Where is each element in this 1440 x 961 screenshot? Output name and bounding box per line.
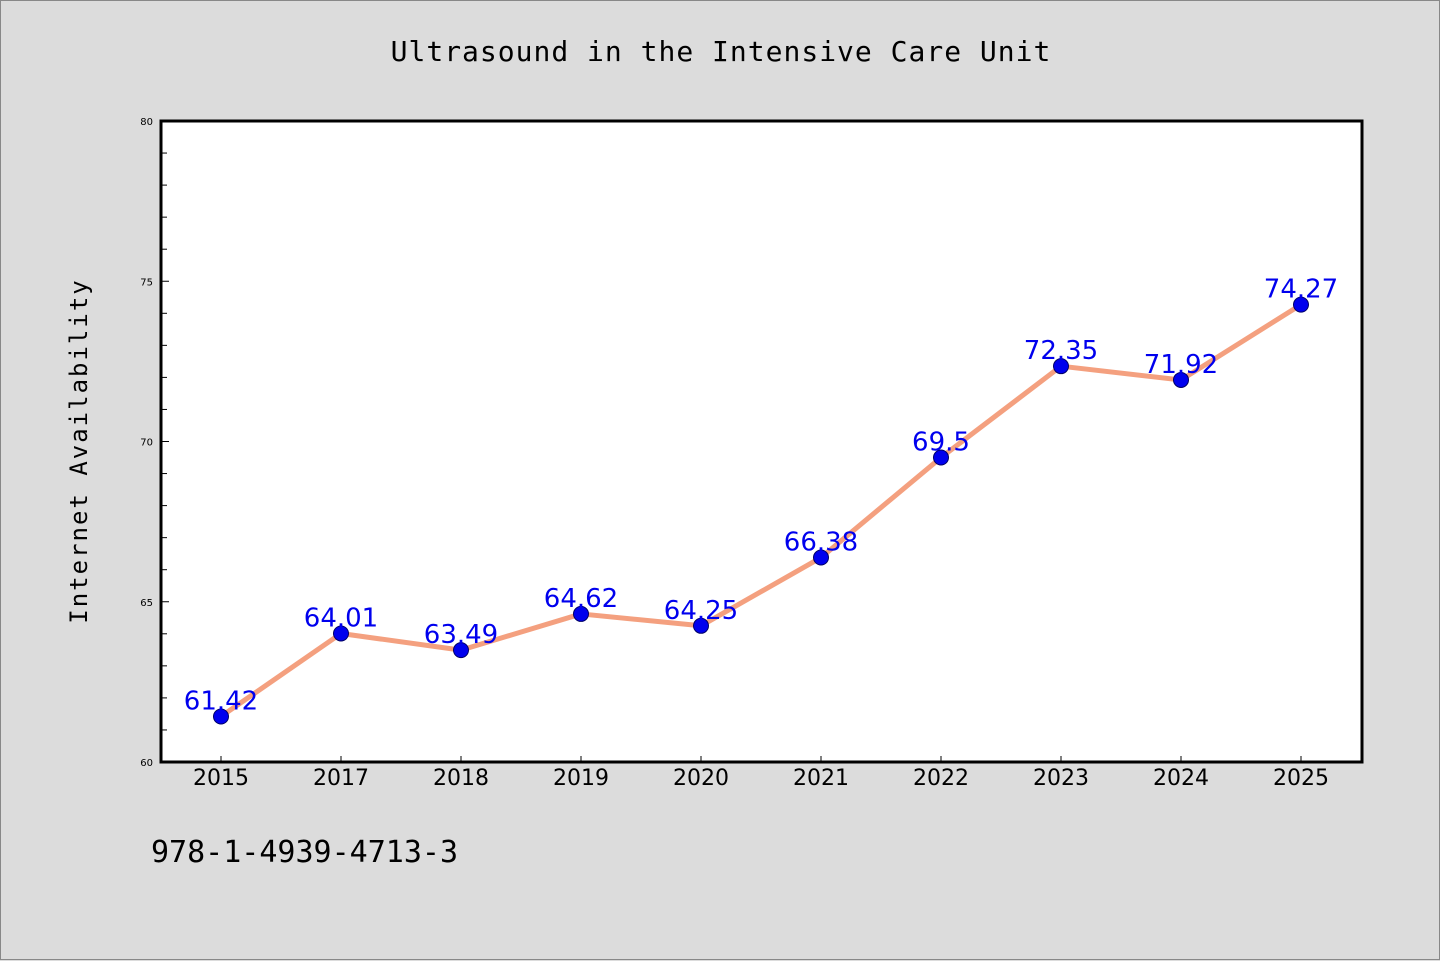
y-axis-ticks <box>161 120 169 763</box>
y-tick-label: 65 <box>140 598 153 609</box>
x-axis-tick-labels: 2015 2017 2018 2019 2020 2021 2022 2023 2024 2025 <box>193 766 1329 791</box>
x-tick-label: 2023 <box>1033 766 1089 791</box>
plot-area <box>159 119 1364 764</box>
x-tick-label: 2024 <box>1153 766 1209 791</box>
data-point-label: 63.49 <box>424 620 498 650</box>
data-point-label: 64.25 <box>664 596 738 626</box>
data-point-marker <box>693 617 709 634</box>
data-point-label: 61.42 <box>184 686 258 716</box>
chart-title: Ultrasound in the Intensive Care Unit <box>390 35 1052 68</box>
x-tick-label: 2022 <box>913 766 969 791</box>
series-lines <box>218 302 1304 719</box>
data-point-label: 72.35 <box>1024 336 1098 366</box>
y-axis-title: Internet Availability <box>65 278 93 623</box>
data-point-marker <box>1293 296 1309 313</box>
x-tick-label: 2019 <box>553 766 609 791</box>
x-tick-label: 2018 <box>433 766 489 791</box>
data-point-marker <box>1053 358 1069 375</box>
y-tick-label: 60 <box>140 758 153 769</box>
x-tick-label: 2015 <box>193 766 249 791</box>
footer-code: 978-1-4939-4713-3 <box>151 835 459 870</box>
x-tick-label: 2020 <box>673 766 729 791</box>
data-point-label: 74.27 <box>1264 275 1338 305</box>
data-point-marker <box>573 605 589 622</box>
data-point-label: 64.01 <box>304 603 378 633</box>
x-axis-ticks <box>220 756 1302 762</box>
data-point-marker <box>333 625 349 642</box>
data-point-label: 69.5 <box>912 428 970 458</box>
x-tick-label: 2025 <box>1273 766 1329 791</box>
data-labels: 61.42 64.01 63.49 64.62 64.25 66.38 69.5 72.35 7… <box>184 275 1338 717</box>
data-point-label: 71.92 <box>1144 350 1218 380</box>
data-markers <box>213 296 1309 725</box>
x-tick-label: 2021 <box>793 766 849 791</box>
data-point-marker <box>213 708 229 725</box>
data-point-label: 66.38 <box>784 528 858 558</box>
data-point-marker <box>933 449 949 466</box>
y-tick-label: 75 <box>140 277 153 288</box>
data-point-marker <box>453 642 469 659</box>
y-tick-label: 70 <box>140 438 153 449</box>
data-point-marker <box>813 549 829 566</box>
x-tick-label: 2017 <box>313 766 369 791</box>
y-axis-tick-labels: 60 65 70 75 80 <box>140 117 153 769</box>
data-point-label: 64.62 <box>544 584 618 614</box>
series-line <box>218 302 1304 719</box>
y-tick-label: 80 <box>140 117 153 128</box>
data-point-marker <box>1173 371 1189 388</box>
